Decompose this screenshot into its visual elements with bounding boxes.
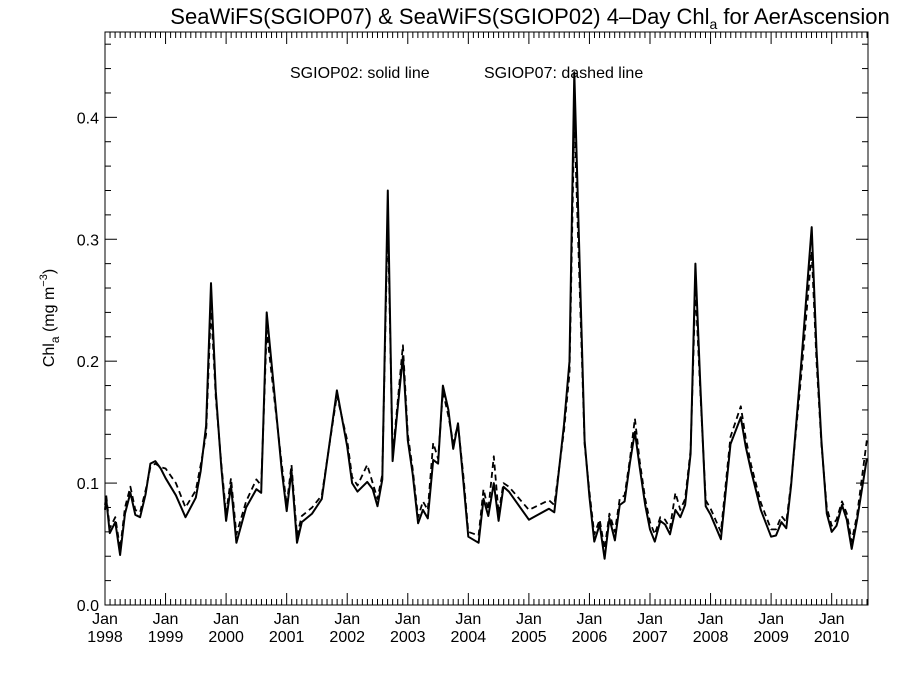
chart-title-tail: for AerAscension — [717, 4, 889, 29]
x-tick-month-label: Jan — [637, 611, 663, 628]
x-tick-year-label: 2010 — [814, 629, 850, 646]
axis-ticks — [104, 32, 868, 606]
y-axis-label-units: (mg m — [41, 287, 58, 337]
x-tick-month-label: Jan — [698, 611, 724, 628]
series-line-sgiop02 — [104, 71, 868, 560]
x-tick-year-label: 2000 — [208, 629, 244, 646]
x-tick-month-label: Jan — [758, 611, 784, 628]
x-tick-month-label: Jan — [455, 611, 481, 628]
x-tick-month-label: Jan — [92, 611, 118, 628]
x-tick-month-label: Jan — [577, 611, 603, 628]
y-tick-label: 0.4 — [77, 110, 99, 127]
x-tick-year-label: 2005 — [511, 629, 547, 646]
axis-tick-labels: 0.00.10.20.30.4Jan1998Jan1999Jan2000Jan2… — [77, 110, 850, 646]
x-tick-year-label: 1999 — [148, 629, 184, 646]
x-tick-year-label: 2002 — [329, 629, 365, 646]
x-tick-year-label: 2004 — [451, 629, 487, 646]
y-axis-label-close: ) — [41, 269, 58, 274]
series-line-sgiop07 — [104, 116, 868, 550]
x-tick-year-label: 2008 — [693, 629, 729, 646]
y-tick-label: 0.1 — [77, 476, 99, 493]
chart-title: SeaWiFS(SGIOP07) & SeaWiFS(SGIOP02) 4–Da… — [170, 4, 889, 32]
y-axis-label: Chla (mg m−3) — [38, 269, 62, 367]
x-tick-month-label: Jan — [334, 611, 360, 628]
x-tick-year-label: 2003 — [390, 629, 426, 646]
chart-title-main: SeaWiFS(SGIOP07) & SeaWiFS(SGIOP02) 4–Da… — [170, 4, 709, 29]
chart-title-sub: a — [709, 16, 717, 32]
y-axis-label-main: Chl — [41, 343, 58, 367]
x-tick-month-label: Jan — [213, 611, 239, 628]
x-tick-month-label: Jan — [274, 611, 300, 628]
x-tick-year-label: 1998 — [87, 629, 123, 646]
x-tick-year-label: 2009 — [753, 629, 789, 646]
y-axis-label-sup: −3 — [38, 274, 50, 287]
annotation-solid-line: SGIOP02: solid line — [290, 65, 430, 82]
y-axis-label-sub: a — [48, 336, 62, 343]
plot-frame — [104, 31, 869, 606]
series-layer — [104, 71, 868, 560]
annotation-dashed-line: SGIOP07: dashed line — [484, 65, 643, 82]
y-tick-label: 0.0 — [77, 598, 99, 615]
y-tick-label: 0.2 — [77, 354, 99, 371]
x-tick-month-label: Jan — [153, 611, 179, 628]
x-tick-year-label: 2007 — [632, 629, 668, 646]
x-tick-year-label: 2006 — [572, 629, 608, 646]
x-tick-month-label: Jan — [516, 611, 542, 628]
x-tick-month-label: Jan — [395, 611, 421, 628]
x-tick-month-label: Jan — [819, 611, 845, 628]
x-tick-year-label: 2001 — [269, 629, 305, 646]
y-tick-label: 0.3 — [77, 232, 99, 249]
